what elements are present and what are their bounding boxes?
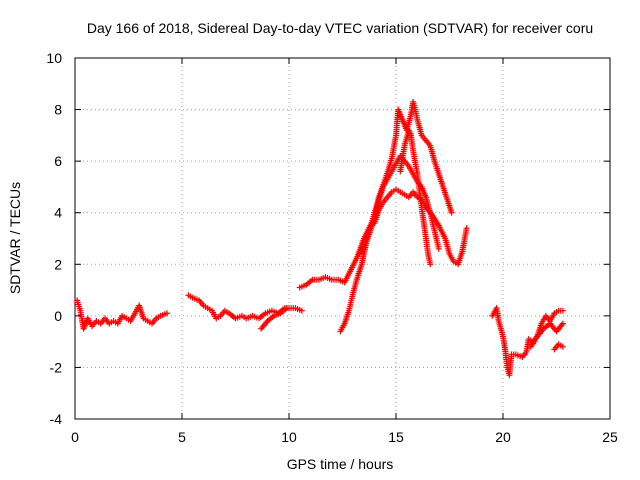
- x-tick-label: 25: [602, 429, 618, 445]
- data-point: [164, 310, 171, 317]
- data-points: [74, 98, 566, 379]
- chart-title: Day 166 of 2018, Sidereal Day-to-day VTE…: [87, 20, 593, 36]
- y-tick-label: 2: [54, 256, 62, 272]
- y-axis-label: SDTVAR / TECUs: [7, 182, 23, 294]
- x-tick-label: 5: [178, 429, 186, 445]
- plot-frame: [74, 57, 611, 420]
- data-point: [427, 261, 434, 268]
- data-point: [448, 209, 455, 216]
- x-tick-label: 15: [388, 429, 404, 445]
- x-tick-label: 20: [495, 429, 511, 445]
- data-point: [559, 307, 566, 314]
- grid: [75, 58, 610, 419]
- x-tick-label: 10: [281, 429, 297, 445]
- y-tick-label: -4: [50, 411, 63, 427]
- data-point: [559, 320, 566, 327]
- y-tick-label: 4: [54, 205, 62, 221]
- y-tick-label: 10: [46, 50, 62, 66]
- data-point: [298, 307, 305, 314]
- y-tick-label: 0: [54, 308, 62, 324]
- x-tick-label: 0: [71, 429, 79, 445]
- data-point: [559, 343, 566, 350]
- y-tick-label: 6: [54, 153, 62, 169]
- y-tick-label: -2: [50, 359, 63, 375]
- data-point: [463, 225, 470, 232]
- data-point: [283, 305, 290, 312]
- data-point: [435, 245, 442, 252]
- ticks: [74, 57, 611, 420]
- x-axis-label: GPS time / hours: [287, 456, 394, 472]
- tick-labels: 0 5 10 15 20 25 -4 -2 0 2 4 6 8 10: [46, 50, 618, 445]
- y-tick-label: 8: [54, 102, 62, 118]
